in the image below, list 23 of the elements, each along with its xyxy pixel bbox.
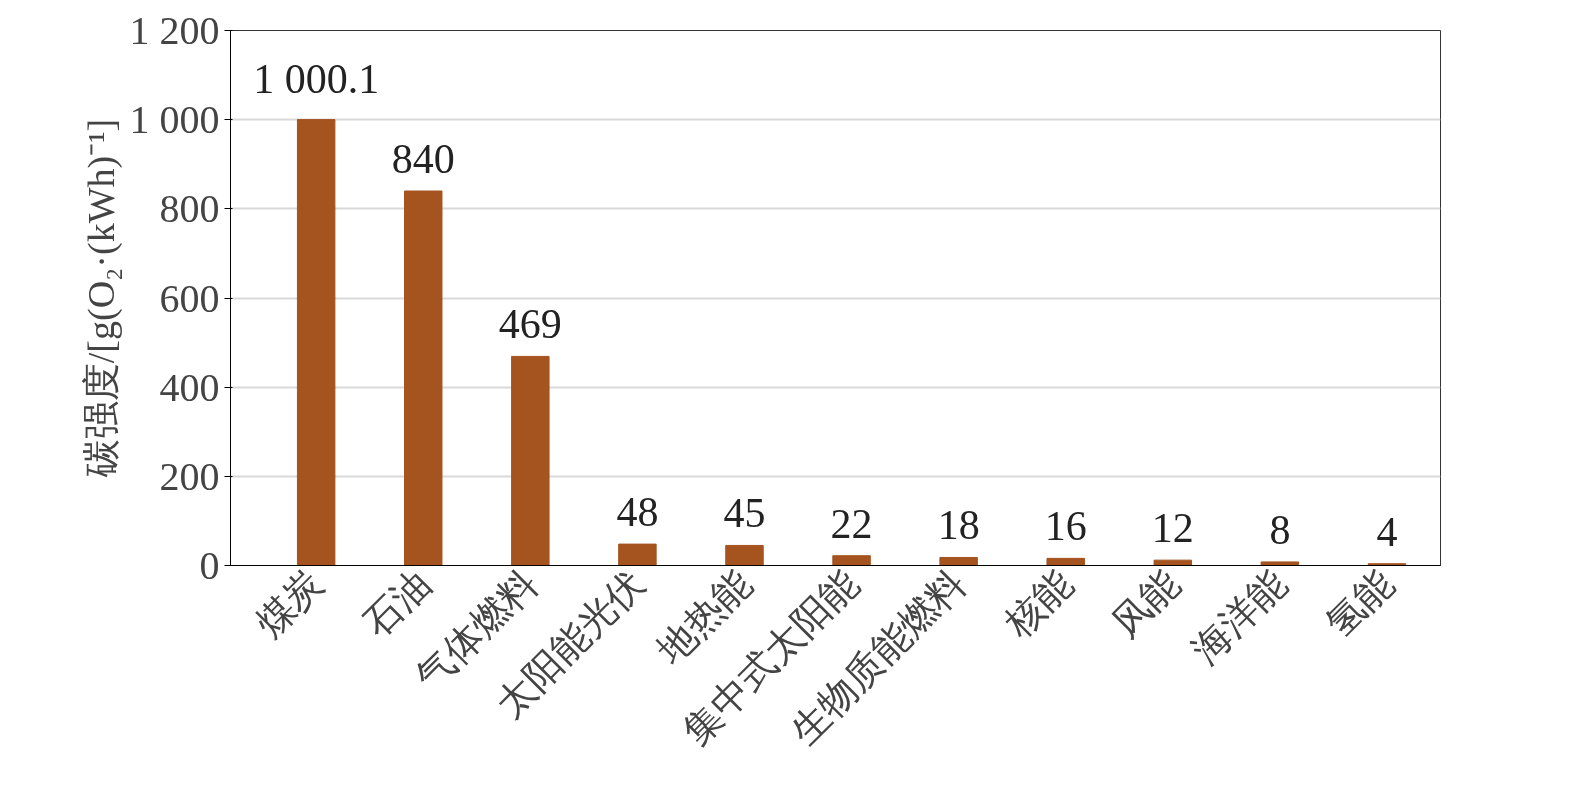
data-label: 45 — [723, 490, 766, 537]
y-tick-label: 400 — [159, 364, 220, 410]
y-tick-label: 1 000 — [129, 97, 220, 143]
data-label: 22 — [830, 500, 873, 547]
x-tick-label: 核能 — [996, 561, 1081, 646]
data-label: 16 — [1044, 503, 1087, 550]
data-label: 840 — [391, 136, 455, 182]
x-tick-label: 煤炭 — [247, 561, 332, 646]
data-label: 8 — [1269, 506, 1291, 553]
data-label: 12 — [1151, 505, 1194, 552]
y-tick-label: 600 — [159, 275, 220, 321]
y-tick-label: 200 — [159, 453, 220, 499]
y-tick-label: 0 — [199, 543, 220, 588]
y-tick-label: 800 — [159, 186, 220, 232]
data-label: 48 — [616, 489, 659, 536]
data-label: 469 — [498, 301, 562, 348]
y-axis-title: 碳强度/[g(O₂·(kWh)⁻¹] — [79, 118, 123, 479]
y-tick-label: 1 200 — [129, 8, 220, 53]
data-label: 18 — [937, 502, 980, 549]
data-label: 4 — [1376, 508, 1398, 555]
data-label: 1 000.1 — [253, 55, 380, 102]
x-tick-label: 氢能 — [1318, 561, 1402, 646]
x-tick-label: 石油 — [354, 561, 439, 646]
